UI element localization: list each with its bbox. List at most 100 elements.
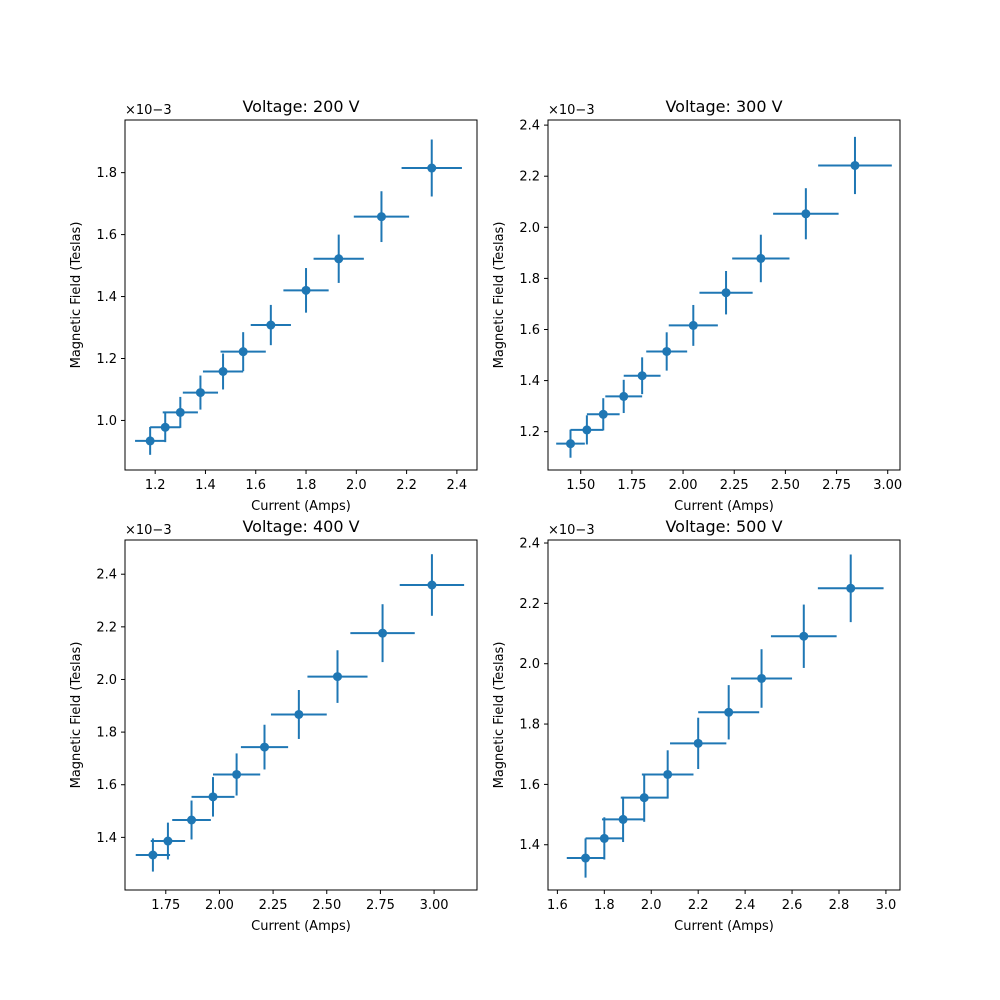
y-ticks: 1.4 1.6 1.8 2.0 2.2 2.4 bbox=[96, 568, 125, 846]
data-point bbox=[266, 320, 276, 330]
data-point bbox=[376, 212, 386, 222]
data-point bbox=[187, 815, 197, 825]
y-tick-label: 2.2 bbox=[519, 170, 540, 185]
data-point bbox=[334, 254, 344, 264]
data-point bbox=[260, 742, 270, 752]
y-tick-label: 1.2 bbox=[519, 425, 540, 440]
x-tick-label: 2.2 bbox=[688, 898, 709, 913]
y-tick-label: 1.0 bbox=[96, 414, 117, 429]
y-axis-multiplier: ×10−3 bbox=[125, 103, 172, 118]
x-ticks: 1.75 2.00 2.25 2.50 2.75 3.00 bbox=[151, 890, 449, 913]
y-tick-label: 1.4 bbox=[519, 374, 540, 389]
x-tick-label: 1.6 bbox=[245, 478, 266, 493]
x-tick-label: 1.50 bbox=[566, 478, 595, 493]
y-tick-label: 1.6 bbox=[96, 778, 117, 793]
panel-voltage-200: Voltage: 200 V ×10−3 Current (Amps) Magn… bbox=[69, 97, 478, 514]
data-marks bbox=[135, 554, 465, 872]
data-point bbox=[619, 391, 629, 401]
y-axis-multiplier: ×10−3 bbox=[548, 523, 595, 538]
x-ticks: 1.2 1.4 1.6 1.8 2.0 2.2 2.4 bbox=[145, 470, 467, 493]
data-point bbox=[756, 253, 766, 263]
data-point bbox=[378, 628, 388, 638]
data-point bbox=[693, 738, 703, 748]
y-tick-label: 2.4 bbox=[519, 537, 540, 552]
y-tick-label: 1.2 bbox=[96, 352, 117, 367]
x-tick-label: 3.00 bbox=[420, 898, 449, 913]
y-tick-label: 1.8 bbox=[96, 726, 117, 741]
y-tick-label: 1.8 bbox=[519, 272, 540, 287]
y-tick-label: 2.2 bbox=[519, 597, 540, 612]
data-point bbox=[639, 793, 649, 803]
y-axis-label: Magnetic Field (Teslas) bbox=[69, 642, 84, 789]
y-axis-multiplier: ×10−3 bbox=[548, 103, 595, 118]
x-tick-label: 1.8 bbox=[296, 478, 317, 493]
data-point bbox=[294, 709, 304, 719]
data-point bbox=[637, 371, 647, 381]
data-point bbox=[301, 285, 311, 295]
y-ticks: 1.0 1.2 1.4 1.6 1.8 bbox=[96, 166, 125, 429]
data-point bbox=[145, 436, 155, 446]
x-tick-label: 2.50 bbox=[312, 898, 341, 913]
x-axis-label: Current (Amps) bbox=[674, 919, 774, 934]
panel-voltage-300: Voltage: 300 V ×10−3 Current (Amps) Magn… bbox=[492, 97, 902, 514]
x-tick-label: 2.25 bbox=[259, 898, 288, 913]
x-tick-label: 2.0 bbox=[346, 478, 367, 493]
data-point bbox=[195, 388, 205, 398]
x-tick-label: 2.8 bbox=[829, 898, 850, 913]
y-tick-label: 1.4 bbox=[96, 831, 117, 846]
panel-title: Voltage: 400 V bbox=[242, 517, 359, 536]
x-tick-label: 1.75 bbox=[151, 898, 180, 913]
y-tick-label: 1.8 bbox=[96, 166, 117, 181]
data-point bbox=[208, 792, 218, 802]
y-axis-label: Magnetic Field (Teslas) bbox=[69, 222, 84, 369]
panel-title: Voltage: 300 V bbox=[665, 97, 782, 116]
panel-voltage-500: Voltage: 500 V ×10−3 Current (Amps) Magn… bbox=[492, 517, 901, 934]
y-tick-label: 2.4 bbox=[96, 568, 117, 583]
x-tick-label: 1.2 bbox=[145, 478, 166, 493]
plot-frame bbox=[124, 119, 478, 471]
data-point bbox=[721, 288, 731, 298]
plot-frame bbox=[547, 119, 901, 471]
y-ticks: 1.4 1.6 1.8 2.0 2.2 2.4 bbox=[519, 537, 548, 853]
y-tick-label: 2.0 bbox=[96, 673, 117, 688]
x-tick-label: 2.00 bbox=[669, 478, 698, 493]
y-tick-label: 1.4 bbox=[519, 838, 540, 853]
data-point bbox=[163, 836, 173, 846]
x-tick-label: 2.4 bbox=[447, 478, 468, 493]
data-point bbox=[566, 439, 576, 449]
x-axis-label: Current (Amps) bbox=[674, 499, 774, 514]
data-point bbox=[599, 833, 609, 843]
data-point bbox=[688, 320, 698, 330]
y-axis-multiplier: ×10−3 bbox=[125, 523, 172, 538]
data-point bbox=[175, 407, 185, 417]
y-tick-label: 1.4 bbox=[96, 290, 117, 305]
data-marks bbox=[566, 554, 884, 878]
plot-frame bbox=[124, 539, 478, 891]
panel-title: Voltage: 200 V bbox=[242, 97, 359, 116]
y-tick-label: 2.0 bbox=[519, 657, 540, 672]
data-point bbox=[850, 160, 860, 170]
x-ticks: 1.6 1.8 2.0 2.2 2.4 2.6 2.8 3.0 bbox=[547, 890, 896, 913]
y-tick-label: 1.6 bbox=[519, 323, 540, 338]
y-ticks: 1.2 1.4 1.6 1.8 2.0 2.2 2.4 bbox=[519, 119, 548, 440]
y-tick-label: 1.6 bbox=[519, 778, 540, 793]
data-point bbox=[799, 631, 809, 641]
x-tick-label: 2.75 bbox=[366, 898, 395, 913]
x-tick-label: 1.8 bbox=[594, 898, 615, 913]
data-point bbox=[332, 672, 342, 682]
data-point bbox=[757, 673, 767, 683]
data-point bbox=[160, 422, 170, 432]
x-tick-label: 2.4 bbox=[735, 898, 756, 913]
y-tick-label: 2.0 bbox=[519, 221, 540, 236]
data-marks bbox=[556, 136, 892, 458]
x-tick-label: 1.75 bbox=[617, 478, 646, 493]
x-axis-label: Current (Amps) bbox=[251, 499, 351, 514]
y-axis-label: Magnetic Field (Teslas) bbox=[492, 222, 507, 369]
data-point bbox=[846, 583, 856, 593]
data-point bbox=[427, 580, 437, 590]
x-axis-label: Current (Amps) bbox=[251, 919, 351, 934]
data-point bbox=[427, 163, 437, 173]
panel-title: Voltage: 500 V bbox=[665, 517, 782, 536]
data-point bbox=[724, 707, 734, 717]
